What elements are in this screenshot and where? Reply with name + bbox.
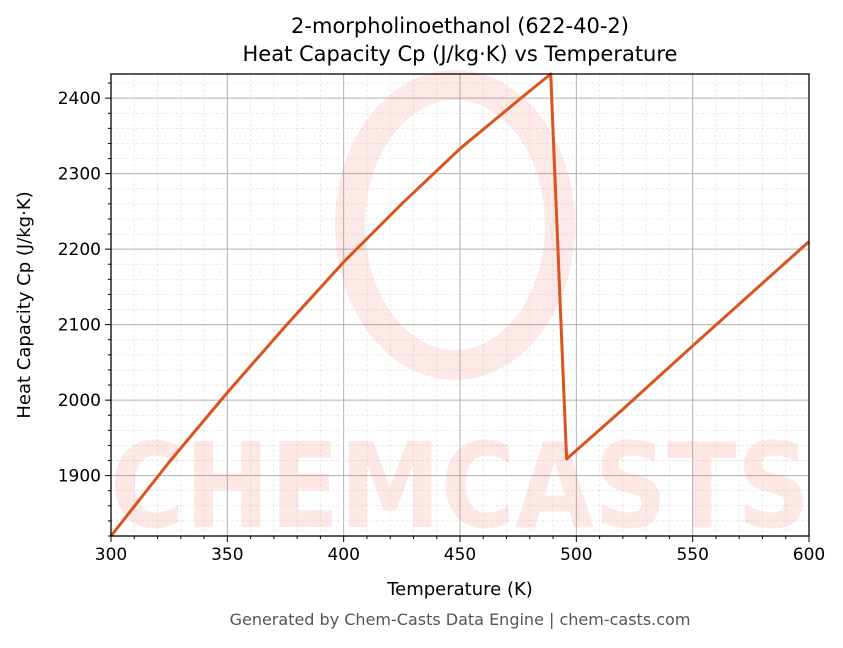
plot-frame <box>110 73 810 537</box>
y-tick-label: 2100 <box>58 316 101 336</box>
y-tick-label: 2300 <box>58 165 101 185</box>
grid <box>110 74 810 537</box>
x-tick-label: 400 <box>327 545 359 565</box>
chart-subtitle: Heat Capacity Cp (J/kg·K) vs Temperature <box>243 42 678 66</box>
y-tick-label: 2400 <box>58 89 101 109</box>
x-tick-label: 350 <box>211 545 243 565</box>
y-axis-label: Heat Capacity Cp (J/kg·K) <box>14 191 35 418</box>
x-tick-label: 300 <box>95 545 127 565</box>
chart-title: 2-morpholinoethanol (622-40-2) <box>291 14 629 38</box>
x-tick-label: 550 <box>676 545 708 565</box>
footer: Generated by Chem-Casts Data Engine | ch… <box>230 610 691 629</box>
series-line-cp <box>109 72 811 537</box>
x-axis-label: Temperature (K) <box>386 579 533 600</box>
y-tick-label: 2000 <box>58 391 101 411</box>
y-tick-label: 2200 <box>58 240 101 260</box>
x-tick-label: 450 <box>444 545 476 565</box>
x-tick-label: 600 <box>793 545 825 565</box>
watermark: CHEMCASTS <box>110 70 810 555</box>
x-tick-label: 500 <box>560 545 592 565</box>
y-tick-label: 1900 <box>58 467 101 487</box>
watermark-text: CHEMCASTS <box>110 417 810 555</box>
axis-ticks: 300 350 400 450 500 550 600 1900 2000 2100 2200 230… <box>58 82 825 565</box>
